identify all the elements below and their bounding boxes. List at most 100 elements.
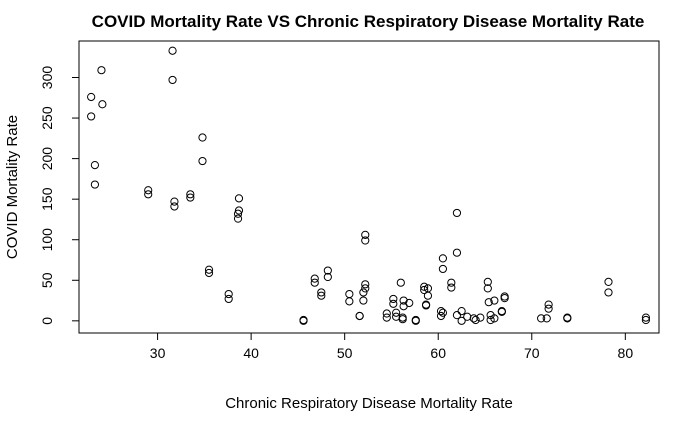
data-point bbox=[457, 316, 466, 325]
data-point bbox=[398, 313, 407, 322]
data-point bbox=[317, 288, 326, 297]
data-point bbox=[198, 156, 207, 166]
data-point bbox=[204, 268, 214, 278]
data-point bbox=[299, 316, 308, 325]
data-point bbox=[382, 309, 391, 318]
data-point bbox=[198, 133, 207, 142]
data-point bbox=[310, 274, 319, 283]
chart-title: COVID Mortality Rate VS Chronic Respirat… bbox=[92, 12, 645, 31]
y-axis-label: COVID Mortality Rate bbox=[4, 115, 21, 259]
data-point bbox=[497, 307, 506, 317]
data-point bbox=[421, 301, 431, 310]
data-point bbox=[420, 282, 429, 291]
y-tick-label: 100 bbox=[39, 228, 55, 252]
data-point bbox=[542, 314, 551, 323]
data-point bbox=[544, 300, 553, 309]
x-tick-label: 30 bbox=[150, 345, 166, 361]
data-point bbox=[500, 294, 509, 303]
data-point bbox=[438, 254, 448, 263]
data-point bbox=[345, 297, 354, 306]
y-tick-label: 200 bbox=[39, 147, 55, 171]
data-point bbox=[457, 307, 466, 316]
data-point bbox=[389, 294, 398, 304]
data-point bbox=[90, 161, 100, 170]
x-axis: 30 40 50 60 70 80 bbox=[150, 332, 634, 361]
data-point bbox=[224, 294, 233, 304]
x-tick-label: 60 bbox=[430, 345, 446, 361]
data-point bbox=[423, 291, 433, 300]
data-point bbox=[483, 277, 492, 286]
data-point bbox=[234, 206, 244, 215]
data-point bbox=[355, 311, 364, 321]
data-point bbox=[476, 313, 485, 322]
data-point bbox=[98, 100, 107, 109]
data-point bbox=[186, 193, 195, 202]
data-point bbox=[204, 265, 214, 274]
data-point bbox=[382, 313, 391, 322]
data-point bbox=[484, 298, 493, 307]
data-point bbox=[361, 230, 370, 239]
data-point bbox=[438, 308, 448, 317]
data-point bbox=[641, 313, 651, 322]
data-point bbox=[359, 296, 368, 305]
data-point bbox=[486, 315, 495, 325]
data-point bbox=[411, 316, 420, 325]
data-point bbox=[405, 298, 414, 308]
data-point bbox=[170, 197, 179, 206]
data-point bbox=[452, 311, 462, 320]
data-point bbox=[323, 272, 332, 282]
y-tick-label: 50 bbox=[39, 272, 55, 288]
data-point bbox=[469, 314, 478, 323]
data-point bbox=[392, 308, 401, 317]
data-point bbox=[359, 288, 368, 297]
data-point bbox=[233, 214, 243, 223]
data-point bbox=[224, 289, 233, 299]
data-point bbox=[345, 289, 354, 299]
y-tick-label: 0 bbox=[39, 317, 55, 325]
data-point bbox=[144, 190, 153, 199]
data-point bbox=[500, 292, 509, 301]
y-axis: 0 50 100 150 200 250 300 bbox=[39, 66, 80, 325]
y-tick-label: 150 bbox=[39, 187, 55, 211]
x-tick-label: 80 bbox=[618, 345, 634, 361]
data-point bbox=[436, 307, 446, 316]
x-axis-label: Chronic Respiratory Disease Mortality Ra… bbox=[225, 395, 513, 412]
data-point bbox=[389, 299, 398, 308]
data-point bbox=[323, 266, 332, 275]
data-point bbox=[544, 304, 553, 313]
data-point bbox=[361, 236, 370, 245]
data-point bbox=[87, 92, 96, 102]
data-point bbox=[317, 291, 326, 300]
data-point bbox=[471, 315, 480, 325]
data-point bbox=[90, 180, 100, 189]
data-point bbox=[396, 278, 405, 287]
data-point bbox=[438, 264, 448, 274]
data-point bbox=[234, 194, 244, 203]
data-points bbox=[87, 46, 651, 325]
data-point bbox=[447, 278, 456, 287]
y-tick-label: 250 bbox=[39, 106, 55, 130]
x-tick-label: 40 bbox=[243, 345, 259, 361]
data-point bbox=[452, 248, 462, 257]
data-point bbox=[420, 285, 429, 295]
data-point bbox=[170, 202, 179, 211]
x-tick-label: 50 bbox=[337, 345, 353, 361]
data-point bbox=[361, 280, 370, 289]
x-tick-label: 70 bbox=[524, 345, 540, 361]
data-point bbox=[168, 46, 177, 55]
y-tick-label: 300 bbox=[39, 66, 55, 90]
data-point bbox=[463, 312, 472, 321]
data-point bbox=[361, 284, 370, 293]
data-point bbox=[641, 315, 651, 325]
data-point bbox=[483, 284, 492, 293]
data-point bbox=[604, 288, 613, 297]
data-point bbox=[537, 314, 546, 323]
data-point bbox=[168, 75, 177, 85]
data-point bbox=[452, 208, 462, 218]
data-point bbox=[97, 66, 106, 75]
data-point bbox=[87, 112, 96, 121]
data-point bbox=[604, 277, 613, 286]
data-point bbox=[144, 186, 153, 195]
data-point bbox=[186, 190, 195, 199]
